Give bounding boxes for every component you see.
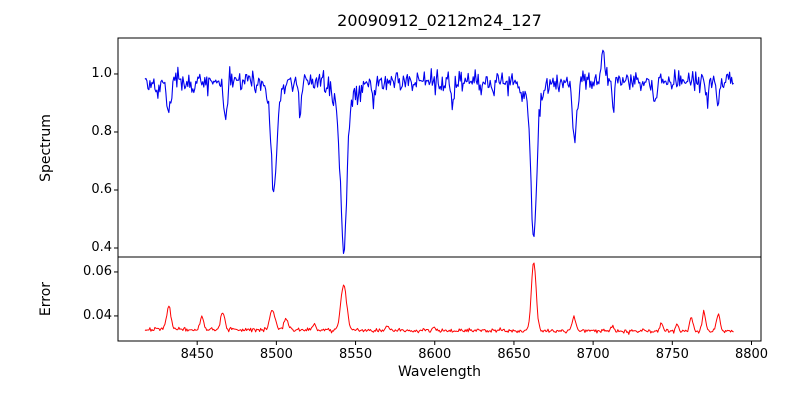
spectrum-y-tick-label: 0.4 [91,240,112,255]
x-tick-label: 8800 [734,347,769,362]
x-tick-label: 8600 [418,347,452,362]
chart-title: 20090912_0212m24_127 [337,11,542,30]
x-tick-label: 8650 [497,347,531,362]
spectrum-panel-frame [117,37,762,258]
x-tick-label: 8450 [180,347,214,362]
x-axis-label: Wavelength [397,364,482,380]
error-y-tick-label: 0.04 [83,307,112,323]
x-tick-label: 8750 [655,347,689,362]
x-tick-label: 8550 [339,347,373,362]
x-tick-label: 8700 [576,347,610,362]
x-tick-label: 8500 [259,347,293,362]
error-line [144,262,734,335]
spectrum-line [144,49,734,254]
error-y-tick-label: 0.06 [83,263,112,279]
spectrum-y-tick-label: 0.6 [91,181,112,197]
spectrum-y-tick-label: 0.8 [91,123,112,139]
spectrum-y-tick-label: 1.0 [91,65,112,81]
error-panel-frame [117,256,762,342]
